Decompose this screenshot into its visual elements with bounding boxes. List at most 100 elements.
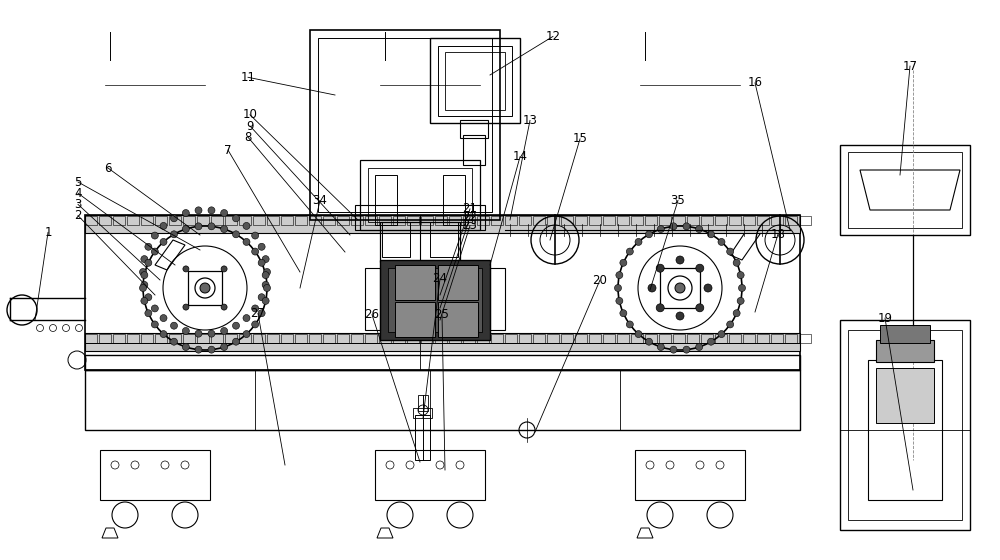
Circle shape [696, 264, 704, 272]
Bar [113, 334, 125, 343]
Text: 26: 26 [364, 308, 380, 321]
Bar [561, 334, 573, 343]
Bar [395, 265, 435, 300]
Circle shape [182, 209, 189, 217]
Text: 27: 27 [250, 307, 266, 320]
Bar [701, 216, 713, 225]
Circle shape [696, 304, 704, 312]
Bar [575, 334, 587, 343]
Bar [701, 334, 713, 343]
Circle shape [252, 232, 259, 239]
Text: 14: 14 [512, 150, 528, 164]
Circle shape [243, 330, 250, 338]
Bar [355, 205, 485, 230]
Bar [225, 216, 237, 225]
Bar [785, 216, 797, 225]
Text: 34: 34 [313, 194, 327, 207]
Circle shape [195, 346, 202, 353]
Bar [99, 216, 111, 225]
Circle shape [232, 215, 240, 222]
Text: 2: 2 [74, 209, 82, 222]
Bar [876, 368, 934, 423]
Bar [295, 216, 307, 225]
Bar [407, 216, 419, 225]
Bar [141, 216, 153, 225]
Bar [771, 216, 783, 225]
Circle shape [182, 343, 189, 351]
Text: 13: 13 [523, 114, 537, 127]
Bar [460, 120, 488, 138]
Circle shape [195, 207, 202, 214]
Bar [617, 216, 629, 225]
Bar [443, 175, 465, 225]
Bar [211, 334, 223, 343]
Bar [589, 334, 601, 343]
Circle shape [170, 231, 177, 238]
Circle shape [670, 346, 677, 353]
Bar [477, 334, 489, 343]
Bar [368, 168, 472, 222]
Circle shape [243, 239, 250, 245]
Bar [407, 334, 419, 343]
Bar [603, 216, 615, 225]
Bar [100, 450, 210, 500]
Circle shape [676, 256, 684, 264]
Bar [491, 334, 503, 343]
Bar [380, 260, 490, 340]
Bar [309, 334, 321, 343]
Bar [477, 216, 489, 225]
Bar [840, 320, 970, 530]
Bar [603, 334, 615, 343]
Bar [395, 302, 435, 337]
Bar [491, 216, 503, 225]
Bar [840, 145, 970, 235]
Bar [848, 330, 962, 520]
Circle shape [262, 255, 269, 263]
Bar [375, 450, 485, 500]
Circle shape [183, 304, 189, 310]
Circle shape [160, 315, 167, 321]
Bar [505, 216, 517, 225]
Circle shape [264, 268, 270, 276]
Bar [337, 334, 349, 343]
Text: 8: 8 [244, 130, 252, 144]
Bar [141, 334, 153, 343]
Bar [687, 334, 699, 343]
Text: 23: 23 [463, 219, 477, 232]
Text: 20: 20 [593, 273, 607, 287]
Bar [617, 334, 629, 343]
Bar [365, 268, 380, 330]
Bar [337, 216, 349, 225]
Circle shape [704, 284, 712, 292]
Bar [771, 334, 783, 343]
Bar [375, 175, 397, 225]
Bar [281, 334, 293, 343]
Bar [99, 334, 111, 343]
Bar [360, 160, 480, 230]
Bar [415, 415, 430, 460]
Circle shape [221, 266, 227, 272]
Bar [239, 216, 251, 225]
Bar [295, 334, 307, 343]
Text: 15: 15 [573, 132, 587, 146]
Bar [393, 334, 405, 343]
Text: 18: 18 [771, 227, 785, 241]
Circle shape [160, 239, 167, 245]
Circle shape [262, 297, 269, 305]
Circle shape [696, 343, 703, 351]
Circle shape [200, 283, 210, 293]
Bar [85, 333, 800, 351]
Bar [868, 360, 942, 500]
Bar [183, 216, 195, 225]
Circle shape [243, 222, 250, 230]
Bar [267, 216, 279, 225]
Bar [253, 216, 265, 225]
Circle shape [252, 248, 259, 255]
Bar [85, 355, 800, 370]
Circle shape [221, 304, 227, 310]
Bar [660, 268, 700, 308]
Circle shape [676, 312, 684, 320]
Circle shape [221, 343, 228, 351]
Bar [729, 216, 741, 225]
Bar [715, 334, 727, 343]
